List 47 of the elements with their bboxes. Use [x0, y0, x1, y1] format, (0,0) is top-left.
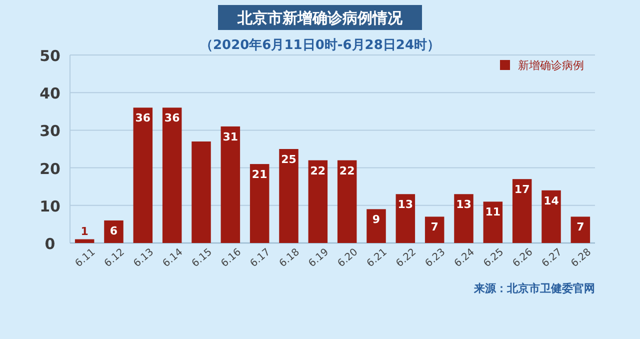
y-tick-label: 50	[40, 47, 60, 65]
bar	[250, 164, 270, 243]
x-tick-label: 6.11	[73, 246, 98, 270]
y-tick-label: 0	[44, 235, 56, 253]
data-label: 17	[514, 183, 530, 196]
data-label: 13	[456, 198, 472, 212]
bar	[162, 108, 182, 243]
bar	[512, 179, 532, 243]
bar	[366, 209, 386, 243]
y-tick-label: 30	[40, 122, 60, 140]
bar	[424, 216, 444, 243]
data-label: 1	[80, 225, 88, 238]
data-label: 22	[339, 164, 355, 178]
chart-title: 北京市新增确诊病例情况	[236, 9, 404, 27]
data-label: 21	[252, 168, 268, 182]
data-label: 6	[110, 224, 118, 238]
data-label: 7	[430, 220, 438, 234]
bar	[220, 126, 240, 243]
data-label: 22	[310, 164, 326, 178]
bar	[279, 149, 298, 243]
data-label: 36	[135, 112, 151, 125]
y-tick-label: 40	[40, 84, 60, 103]
source-note: 来源：北京市卫健委官网	[473, 282, 595, 295]
data-label: 31	[222, 130, 238, 144]
bar	[74, 239, 94, 243]
y-tick-label: 20	[40, 160, 60, 178]
data-label: 13	[398, 198, 414, 212]
data-label: 7	[576, 220, 584, 234]
bar	[454, 194, 474, 243]
bar	[570, 216, 590, 243]
x-tick-label: 6.21	[365, 246, 390, 270]
data-label: 36	[164, 112, 180, 125]
bar	[308, 160, 328, 243]
legend-label: 新增确诊病例	[518, 59, 584, 72]
data-label: 11	[485, 206, 501, 219]
bar	[192, 141, 211, 243]
chart-subtitle: （2020年6月11日0时-6月28日24时）	[200, 38, 440, 53]
y-tick-label: 10	[40, 197, 60, 216]
bar	[542, 190, 561, 243]
bar	[104, 220, 124, 243]
data-label: 25	[281, 153, 296, 166]
bar	[483, 202, 503, 243]
bar	[337, 160, 357, 243]
bar	[133, 108, 153, 243]
data-label: 14	[544, 194, 560, 208]
bar	[396, 194, 416, 243]
data-label: 9	[372, 213, 380, 226]
